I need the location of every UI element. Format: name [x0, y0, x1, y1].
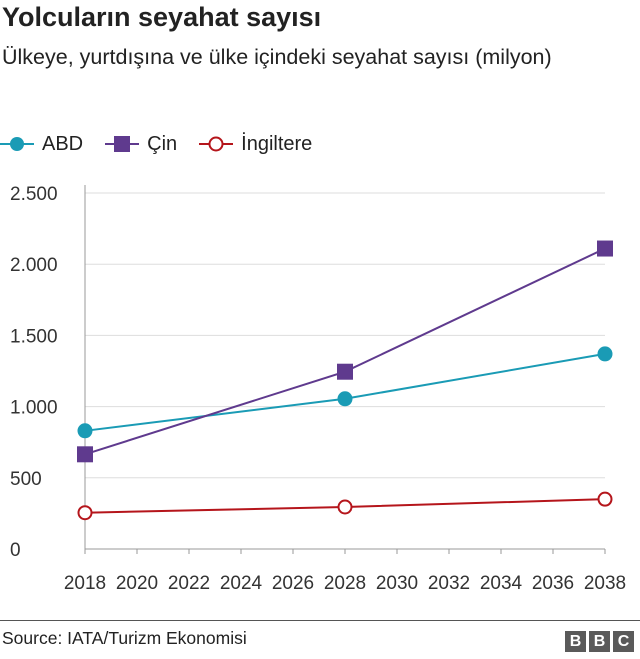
bbc-logo-letter-3: C [613, 631, 634, 652]
legend: ABD Çin İngiltere [0, 128, 334, 160]
data-point [77, 505, 93, 521]
y-tick-label: 1.500 [10, 326, 58, 347]
legend-label-ingiltere: İngiltere [241, 132, 313, 155]
legend-item-ingiltere: İngiltere [199, 133, 312, 156]
series-line-1 [84, 247, 606, 456]
x-tick-label: 2038 [584, 573, 626, 594]
chart-subtitle: Ülkeye, yurtdışına ve ülke içindeki seya… [2, 45, 552, 69]
source-note: Source: IATA/Turizm Ekonomisi [2, 628, 247, 648]
legend-cin-marker [105, 136, 140, 152]
legend-item-abd: ABD [0, 133, 83, 156]
legend-label-cin: Çin [147, 132, 178, 155]
x-tick-label: 2030 [376, 573, 418, 594]
legend-item-cin: Çin [105, 133, 177, 156]
x-tick-label: 2026 [272, 573, 314, 594]
y-tick-label: 500 [10, 469, 42, 490]
bbc-logo-letter-2: B [589, 631, 610, 652]
x-tick-label: 2028 [324, 573, 366, 594]
y-tick-label: 2.500 [10, 184, 58, 205]
x-tick-label: 2032 [428, 573, 470, 594]
data-point [337, 499, 353, 515]
chart-title: Yolcuların seyahat sayısı [2, 2, 322, 32]
legend-ingiltere-marker [199, 136, 234, 152]
x-tick-label: 2024 [220, 573, 263, 594]
bbc-logo: B B C [562, 631, 634, 652]
bbc-logo-letter-1: B [565, 631, 586, 652]
data-point [597, 240, 613, 257]
x-tick-label: 2018 [64, 573, 106, 594]
data-point [337, 391, 353, 407]
x-tick-label: 2022 [168, 573, 210, 594]
x-tick-label: 2020 [116, 573, 158, 594]
x-tick-label: 2036 [532, 573, 574, 594]
data-point [597, 491, 613, 507]
y-tick-label: 0 [10, 540, 21, 561]
data-point [77, 446, 93, 463]
line-chart: 0 500 1.000 1.500 2.000 2.500 2018 2020 2022 2024… [10, 184, 626, 594]
data-point [597, 346, 613, 362]
y-tick-label: 2.000 [10, 255, 58, 276]
x-tick-label: 2034 [480, 573, 523, 594]
legend-label-abd: ABD [42, 132, 84, 155]
data-point [77, 423, 93, 439]
y-tick-label: 1.000 [10, 398, 58, 419]
legend-abd-marker [0, 137, 34, 151]
footer-divider [0, 620, 640, 621]
data-point [337, 363, 353, 380]
